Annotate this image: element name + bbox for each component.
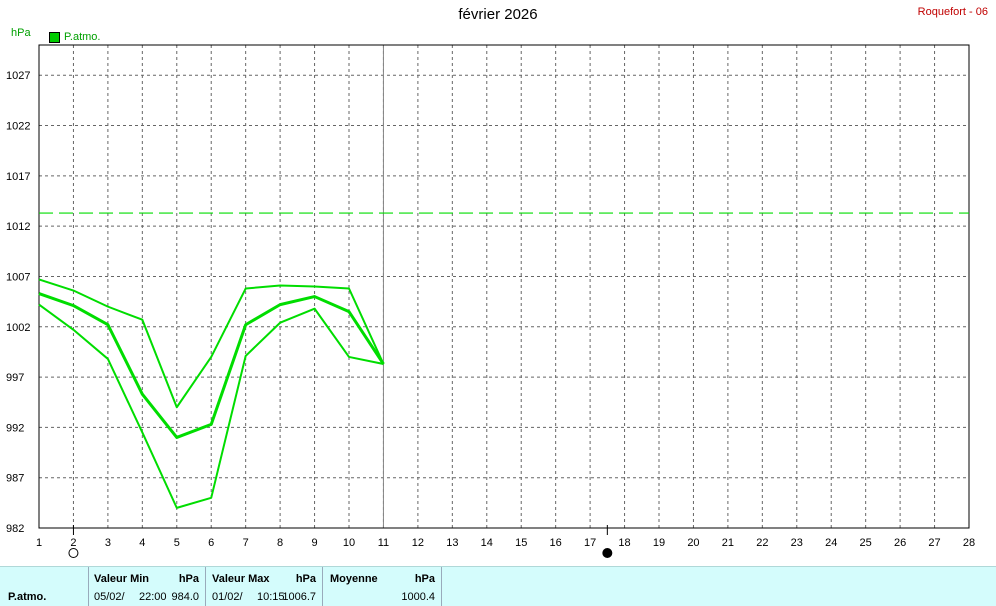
station-name: Roquefort - 06 [917, 6, 988, 18]
stats-mean-cell: Moyenne hPa 1000.4 [323, 567, 442, 606]
stats-mean-unit: hPa [414, 573, 435, 585]
x-tick-label: 6 [208, 537, 214, 549]
legend-label: P.atmo. [64, 31, 101, 43]
y-tick-label: 1012 [6, 221, 30, 233]
stats-min-value: 984.0 [171, 591, 199, 603]
x-tick-label: 4 [139, 537, 145, 549]
legend-swatch [49, 31, 60, 43]
stats-max-unit: hPa [295, 573, 316, 585]
series-min-line [38, 303, 384, 509]
stats-max-time: 10:15 [257, 591, 285, 603]
x-tick-label: 19 [653, 537, 665, 549]
stats-min-header: Valeur Min [94, 573, 150, 585]
x-tick-label: 24 [825, 537, 837, 549]
x-tick-label: 8 [277, 537, 283, 549]
x-tick-label: 16 [550, 537, 562, 549]
x-tick-label: 26 [894, 537, 906, 549]
x-tick-label: 3 [105, 537, 111, 549]
x-tick-label: 13 [446, 537, 458, 549]
x-tick-label: 17 [584, 537, 596, 549]
x-tick-label: 20 [687, 537, 699, 549]
stats-mean-value: 1000.4 [401, 591, 435, 603]
x-tick-label: 25 [860, 537, 872, 549]
new-moon-icon [602, 548, 613, 558]
y-tick-label: 982 [6, 523, 24, 535]
stats-row-label-cell: P.atmo. [0, 567, 89, 606]
x-tick-label: 10 [343, 537, 355, 549]
x-tick-label: 22 [756, 537, 768, 549]
plot-frame [38, 44, 970, 529]
x-tick-label: 7 [243, 537, 249, 549]
x-tick-label: 11 [378, 537, 389, 549]
stats-mean-header: Moyenne [330, 573, 378, 585]
stats-max-date: 01/02/ [212, 591, 243, 603]
x-tick-label: 21 [722, 537, 734, 549]
x-tick-label: 2 [70, 537, 76, 549]
series-mean-line [38, 292, 385, 439]
x-tick-label: 12 [412, 537, 424, 549]
stats-min-time: 22:00 [139, 591, 167, 603]
x-tick-label: 27 [928, 537, 940, 549]
stats-min-date: 05/02/ [94, 591, 125, 603]
y-tick-label: 987 [6, 473, 24, 485]
y-tick-label: 1007 [6, 271, 30, 283]
stats-min-cell: Valeur Min hPa 05/02/ 22:00 984.0 [89, 567, 206, 606]
y-tick-label: 1017 [6, 171, 30, 183]
stats-max-header: Valeur Max [212, 573, 270, 585]
series-max-line [38, 278, 385, 409]
x-tick-label: 5 [174, 537, 180, 549]
y-tick-label: 1027 [6, 70, 30, 82]
legend: P.atmo. [49, 31, 101, 43]
y-tick-label: 992 [6, 422, 24, 434]
y-tick-label: 1002 [6, 322, 30, 334]
y-tick-label: 1022 [6, 121, 30, 133]
chart-title: février 2026 [458, 6, 538, 23]
x-tick-label: 23 [791, 537, 803, 549]
x-tick-label: 18 [618, 537, 630, 549]
x-tick-label: 28 [963, 537, 975, 549]
stats-bar: P.atmo. Valeur Min hPa 05/02/ 22:00 984.… [0, 566, 996, 606]
x-tick-label: 14 [481, 537, 493, 549]
stats-row-label: P.atmo. [8, 591, 47, 603]
x-tick-label: 15 [515, 537, 527, 549]
x-tick-label: 9 [311, 537, 317, 549]
stats-min-unit: hPa [178, 573, 199, 585]
y-tick-label: 997 [6, 372, 24, 384]
full-moon-icon [68, 548, 79, 558]
y-axis-unit: hPa [11, 27, 31, 39]
x-tick-label: 1 [36, 537, 42, 549]
stats-max-cell: Valeur Max hPa 01/02/ 10:15 1006.7 [206, 567, 323, 606]
stats-max-value: 1006.7 [282, 591, 316, 603]
